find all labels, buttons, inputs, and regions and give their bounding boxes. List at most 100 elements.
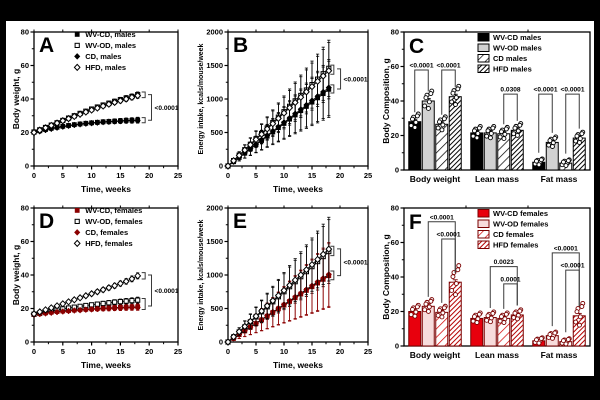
bar-hfd-females-lean-mass [510, 307, 524, 347]
significance-bracket [141, 91, 146, 99]
panel-letter: A [39, 34, 54, 57]
x-axis-label: Time, weeks [81, 184, 131, 194]
bar-wv-cd-females-body-weight [408, 302, 422, 347]
x-tick-label: 25 [364, 171, 372, 180]
significance-bracket [503, 93, 518, 125]
x-tick-label: 0 [32, 347, 36, 356]
panel-letter: D [39, 210, 54, 233]
bar-chart-F: 0 20 40 60 80 Body Composition, g Body weight L… [381, 204, 591, 360]
bar-hfd-females-body-weight [448, 263, 462, 347]
p-value-label: <0.0001 [436, 62, 460, 69]
bar-hfd-females-fat-mass [572, 300, 586, 347]
significance-bracket [141, 297, 146, 311]
p-value-label: <0.0001 [155, 288, 179, 295]
y-tick-label: 20 [21, 128, 29, 137]
bar-chart-C: 0 20 40 60 80 Body Composition, g Body weight L… [381, 28, 591, 184]
panel-letter: F [409, 211, 422, 234]
series-hfd-females [30, 272, 142, 318]
category-label: Fat mass [541, 350, 578, 360]
legend-swatch [477, 64, 490, 73]
x-tick-label: 0 [32, 171, 36, 180]
legend-swatch [477, 219, 490, 228]
x-tick-label: 25 [174, 347, 182, 356]
y-tick-label: 80 [21, 204, 29, 213]
x-tick-label: 10 [87, 347, 95, 356]
y-tick-label: 1500 [206, 237, 223, 246]
panel-f-body-composition-females: 0 20 40 60 80 Body Composition, g Body weight L… [378, 200, 594, 372]
significance-bracket [330, 270, 335, 281]
legend-label: WV-OD females [493, 220, 548, 229]
bar-wv-od-males-lean-mass [483, 123, 497, 171]
significance-bracket [337, 248, 342, 277]
legend: WV-CD, males WV-OD, males CD, males HFD, ma… [73, 30, 136, 72]
x-tick-label: 5 [61, 347, 65, 356]
x-tick-label: 25 [364, 347, 372, 356]
bar-wv-od-males-fat-mass [545, 134, 559, 171]
y-tick-label: 80 [391, 28, 399, 37]
panel-letter: C [409, 35, 424, 58]
legend-label: CD, males [85, 52, 121, 61]
bar-cd-females-body-weight [435, 303, 449, 347]
legend-label: WV-CD females [493, 209, 548, 218]
significance-bracket [503, 283, 518, 309]
y-axis-label: Body Composition, g [381, 234, 391, 319]
bar-wv-cd-females-fat-mass [532, 335, 546, 347]
significance-bracket [148, 94, 153, 121]
significance-bracket [414, 69, 429, 113]
y-tick-label: 80 [21, 28, 29, 37]
panel-e-energy-intake-females: 0 500 1000 1500 2000 Energy intake, kcals/mou… [192, 200, 378, 372]
legend-label: WV-OD males [493, 44, 542, 53]
y-tick-label: 0 [395, 166, 399, 175]
y-tick-label: 20 [391, 307, 399, 316]
y-tick-label: 40 [21, 95, 29, 104]
y-tick-label: 1000 [206, 271, 223, 280]
x-axis-label: Time, weeks [273, 360, 323, 370]
legend-label: HFD, males [85, 63, 126, 72]
bar-wv-od-males-body-weight [421, 88, 435, 171]
x-tick-label: 15 [308, 171, 316, 180]
x-tick-label: 15 [308, 347, 316, 356]
bar-hfd-males-lean-mass [510, 121, 524, 171]
bar-wv-cd-males-lean-mass [470, 123, 484, 171]
panel-letter: B [233, 34, 248, 57]
x-tick-label: 5 [254, 347, 258, 356]
legend-label: HFD males [493, 65, 532, 74]
category-label: Lean mass [475, 350, 519, 360]
bar-cd-males-body-weight [435, 114, 449, 171]
panel-letter: E [233, 210, 247, 233]
p-value-label: <0.0001 [533, 87, 557, 94]
significance-bracket [141, 117, 146, 124]
p-value-label: <0.0001 [344, 76, 368, 83]
bar-hfd-males-body-weight [448, 83, 462, 171]
legend-label: WV-CD, males [85, 30, 135, 39]
line-chart-D: 0 20 40 60 80 Body weight, g 0 5 10 15 20 25 Time, w… [11, 204, 182, 370]
legend-swatch [477, 33, 490, 42]
y-tick-label: 40 [391, 273, 399, 282]
series-hfd-females [224, 216, 333, 346]
legend-label: WV-OD, females [85, 217, 143, 226]
y-tick-label: 1500 [206, 61, 223, 70]
series-hfd-males [30, 91, 142, 137]
x-tick-label: 25 [174, 171, 182, 180]
significance-bracket [330, 64, 335, 75]
y-tick-label: 0 [25, 338, 29, 347]
legend-label: CD, females [85, 228, 128, 237]
x-tick-label: 10 [87, 171, 95, 180]
figure-canvas: 0 20 40 60 80 Body weight, g 0 5 10 15 20 25 Time, w… [6, 21, 594, 376]
y-axis-label: Body weight, g [11, 69, 21, 129]
y-tick-label: 20 [391, 131, 399, 140]
bar-cd-females-lean-mass [497, 310, 511, 347]
significance-bracket [565, 93, 580, 154]
category-label: Body weight [410, 350, 461, 360]
bar-wv-od-females-body-weight [421, 297, 435, 347]
panel-a-body-weight-males: 0 20 40 60 80 Body weight, g 0 5 10 15 20 25 Time, w… [8, 24, 190, 196]
x-tick-label: 20 [336, 347, 344, 356]
legend: WV-CD, females WV-OD, females CD, females H… [73, 206, 143, 248]
legend-swatch [477, 54, 490, 63]
x-tick-label: 0 [226, 171, 230, 180]
bar-cd-males-lean-mass [497, 124, 511, 171]
x-axis-label: Time, weeks [81, 360, 131, 370]
p-value-label: <0.0001 [560, 87, 584, 94]
